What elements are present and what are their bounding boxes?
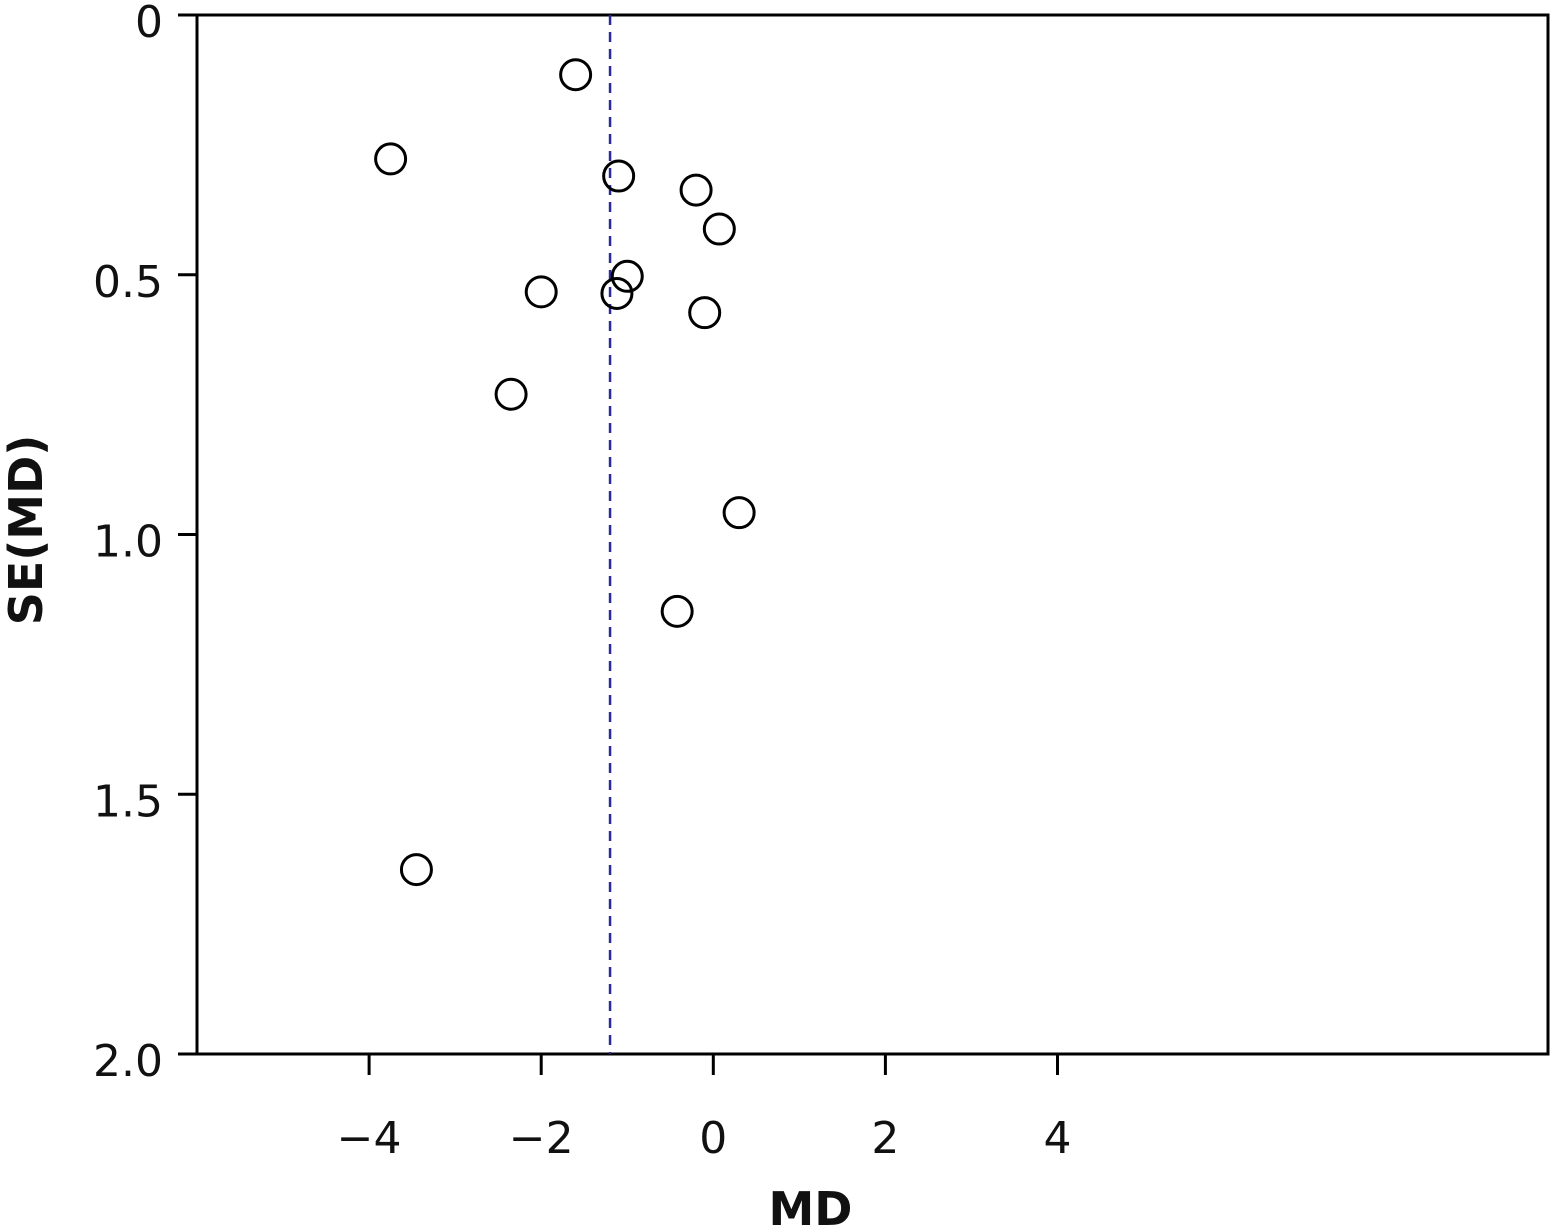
data-point <box>660 594 694 628</box>
data-point <box>600 276 634 310</box>
y-tick-label: 2.0 <box>93 1036 163 1087</box>
y-axis: 0 0.5 1.0 1.5 2.0 <box>93 0 197 1087</box>
data-point <box>688 296 722 330</box>
data-points <box>374 58 756 887</box>
data-point <box>722 496 756 530</box>
x-tick-label: 0 <box>699 1113 727 1164</box>
data-point <box>679 173 713 207</box>
data-point <box>494 377 528 411</box>
data-point <box>602 159 636 193</box>
x-axis: −4 −2 0 2 4 <box>337 1054 1072 1164</box>
data-point <box>610 259 644 293</box>
y-tick-label: 1.5 <box>93 776 163 827</box>
y-tick-label: 0.5 <box>93 257 163 308</box>
data-point <box>559 58 593 92</box>
x-tick-label: 2 <box>871 1113 899 1164</box>
y-axis-title: SE(MD) <box>0 435 53 626</box>
data-point <box>399 853 433 887</box>
data-point <box>524 275 558 309</box>
x-tick-label: 4 <box>1044 1113 1072 1164</box>
data-point <box>374 142 408 176</box>
y-tick-label: 1.0 <box>93 517 163 568</box>
x-tick-label: −4 <box>337 1113 402 1164</box>
x-axis-title: MD <box>769 1182 853 1232</box>
x-tick-label: −2 <box>509 1113 574 1164</box>
y-tick-label: 0 <box>135 0 163 48</box>
data-point <box>702 212 736 246</box>
